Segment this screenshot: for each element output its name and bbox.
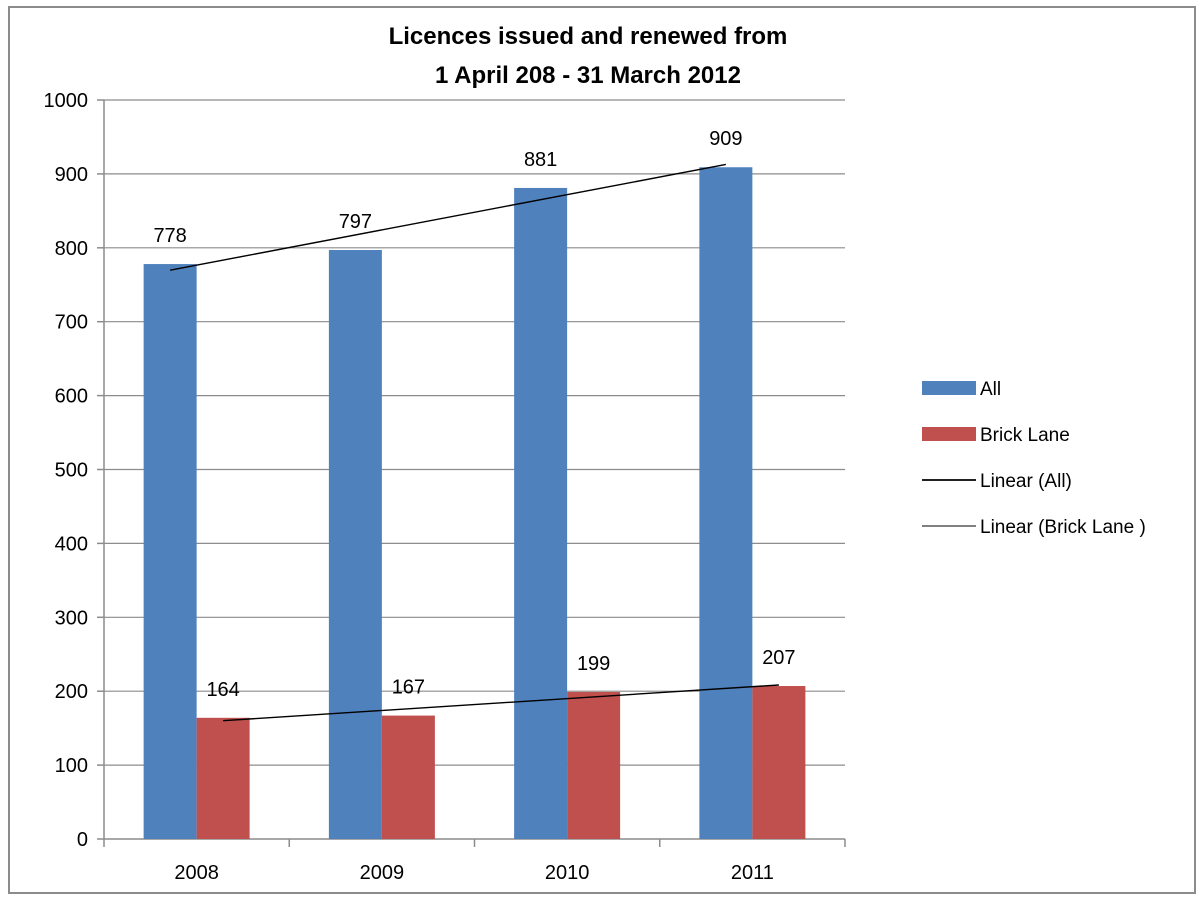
y-tick-label-100: 100 xyxy=(55,755,88,777)
data-label-all-2010: 881 xyxy=(524,149,557,171)
chart-title-line-1: Licences issued and renewed from xyxy=(389,23,788,50)
legend-swatch-all xyxy=(922,381,976,395)
bar-brick-lane-2010 xyxy=(567,691,621,839)
y-tick-label-0: 0 xyxy=(77,829,88,851)
bar-all-2008 xyxy=(143,264,197,840)
bar-all-2010 xyxy=(514,187,568,840)
data-labels: 778 797 881 909 164 167 199 207 xyxy=(153,128,795,701)
bar-all-2009 xyxy=(328,250,382,840)
data-label-brick-lane-2011: 207 xyxy=(762,647,795,669)
y-tick-label-400: 400 xyxy=(55,533,88,555)
chart-title: Licences issued and renewed from 1 April… xyxy=(389,23,788,89)
x-tick-label-2008: 2008 xyxy=(174,862,219,884)
y-axis-ticks: 0 100 200 300 400 500 600 700 800 900 1000 xyxy=(44,90,104,851)
y-tick-label-1000: 1000 xyxy=(44,90,89,112)
x-tick-label-2010: 2010 xyxy=(545,862,590,884)
y-tick-label-200: 200 xyxy=(55,681,88,703)
y-tick-label-600: 600 xyxy=(55,386,88,408)
trendline-linear-all xyxy=(169,163,727,271)
bar-all-2011 xyxy=(699,167,753,839)
bars xyxy=(143,167,806,840)
trendlines xyxy=(169,163,779,722)
x-axis-ticks: 2008 2009 2010 2011 xyxy=(103,839,846,884)
data-label-all-2011: 909 xyxy=(709,128,742,150)
x-tick-label-2011: 2011 xyxy=(731,862,774,884)
chart-title-line-2: 1 April 208 - 31 March 2012 xyxy=(435,62,741,89)
data-label-all-2009: 797 xyxy=(339,211,372,233)
y-tick-label-900: 900 xyxy=(55,164,88,186)
bar-brick-lane-2008 xyxy=(196,717,250,839)
legend-swatch-brick-lane xyxy=(922,427,976,441)
data-label-brick-lane-2010: 199 xyxy=(577,653,610,675)
data-label-brick-lane-2009: 167 xyxy=(392,677,425,699)
bar-brick-lane-2009 xyxy=(381,715,435,839)
x-tick-label-2009: 2009 xyxy=(360,862,405,884)
legend-label-linear-brick-lane: Linear (Brick Lane ) xyxy=(980,517,1146,538)
y-tick-label-500: 500 xyxy=(55,460,88,482)
y-tick-label-800: 800 xyxy=(55,238,88,260)
bar-brick-lane-2011 xyxy=(752,686,806,839)
legend-label-linear-all: Linear (All) xyxy=(980,471,1072,492)
y-tick-label-700: 700 xyxy=(55,312,88,334)
data-label-all-2008: 778 xyxy=(153,225,186,247)
y-tick-label-300: 300 xyxy=(55,607,88,629)
trendline-linear-brick-lane xyxy=(223,684,779,722)
legend-label-all: All xyxy=(980,379,1001,400)
legend-label-brick-lane: Brick Lane xyxy=(980,425,1070,446)
data-label-brick-lane-2008: 164 xyxy=(206,679,239,701)
legend: All Brick Lane Linear (All) Linear (Brick L… xyxy=(922,379,1146,538)
